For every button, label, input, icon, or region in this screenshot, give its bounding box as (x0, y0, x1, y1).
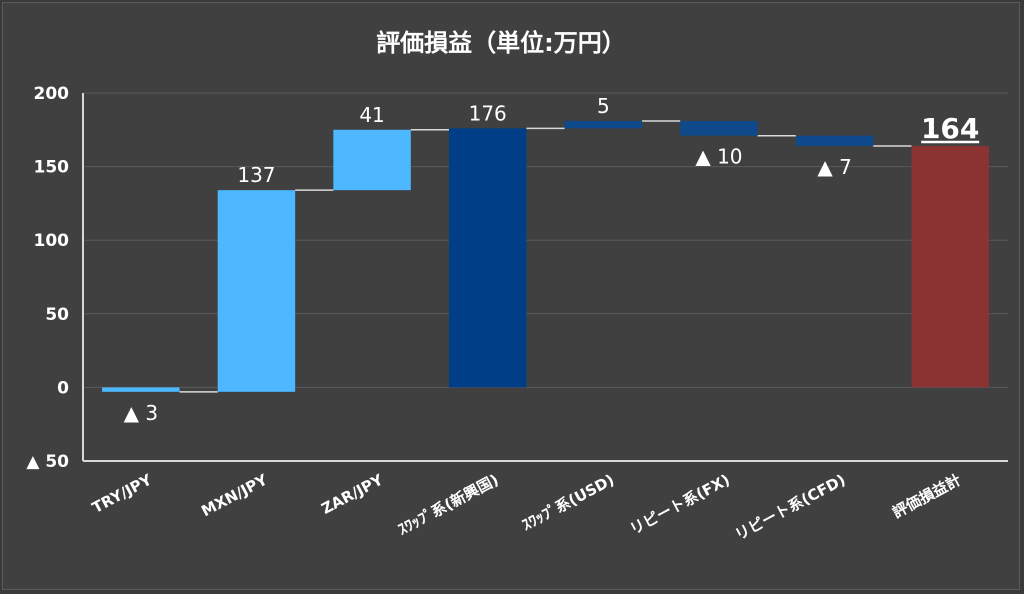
chart-title: 評価損益（単位:万円） (376, 29, 626, 57)
data-labels: ▲ 3 137 41 176 5 ▲ 10 ▲ 7 164 (124, 94, 980, 425)
data-label-7: 164 (921, 112, 979, 145)
category-label-7: 評価損益計 (889, 471, 964, 522)
bar-1 (217, 190, 296, 392)
y-tick-label: 0 (57, 378, 69, 398)
x-axis-categories: TRY/JPY MXN/JPY ZAR/JPY ｽﾜｯﾌﾟ系(新興国) ｽﾜｯﾌﾟ系(U… (89, 470, 964, 544)
category-label-4: ｽﾜｯﾌﾟ系(USD) (519, 471, 617, 535)
bar-2 (333, 129, 411, 191)
bar-5 (680, 120, 758, 136)
bar-6 (795, 135, 874, 146)
y-tick-label: 100 (34, 231, 70, 251)
data-label-1: 137 (237, 163, 275, 187)
bar-0 (102, 387, 180, 392)
bar-7 (911, 145, 989, 388)
category-label-6: リピート系(CFD) (732, 471, 849, 544)
connectors (179, 120, 912, 393)
y-axis-ticks: ▲ 50 0 50 100 150 200 (26, 84, 69, 472)
category-label-1: MXN/JPY (198, 470, 271, 520)
y-tick-label: 200 (34, 84, 70, 104)
y-tick-label: 50 (45, 305, 69, 325)
data-label-5: ▲ 10 (695, 145, 742, 169)
category-label-2: ZAR/JPY (318, 470, 387, 518)
data-label-2: 41 (359, 103, 384, 127)
category-label-5: リピート系(FX) (627, 471, 733, 539)
data-label-3: 176 (469, 101, 507, 125)
waterfall-chart: 評価損益（単位:万円） ▲ 3 137 41 176 5 ▲ 10 ▲ 7 164 ▲ 50 0… (26, 29, 1008, 544)
category-label-0: TRY/JPY (89, 470, 156, 517)
category-label-3: ｽﾜｯﾌﾟ系(新興国) (395, 471, 502, 539)
y-tick-label: ▲ 50 (26, 452, 69, 472)
data-label-6: ▲ 7 (817, 155, 851, 179)
data-label-4: 5 (597, 94, 610, 118)
data-label-0: ▲ 3 (124, 401, 158, 425)
bar-3 (448, 128, 527, 388)
bar-4 (564, 120, 643, 129)
bars (102, 120, 989, 392)
y-tick-label: 150 (34, 158, 70, 178)
